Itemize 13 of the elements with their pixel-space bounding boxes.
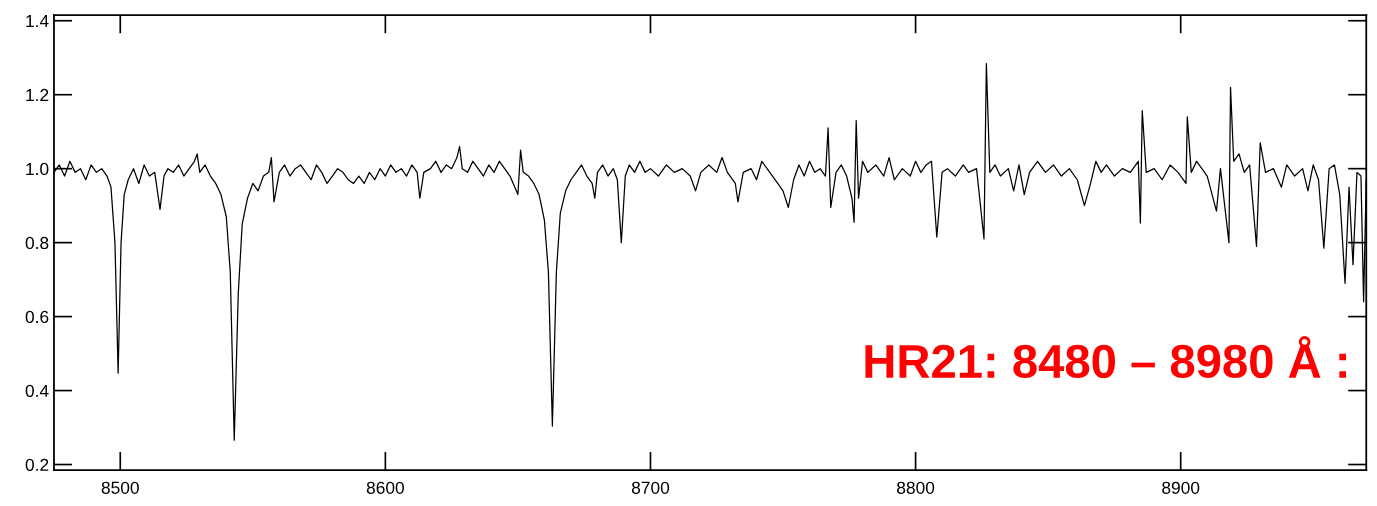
x-tick-label: 8800: [897, 481, 935, 494]
x-tick-label: 8700: [631, 481, 670, 494]
y-tick-label: 0.4: [25, 384, 49, 398]
x-tick-label: 8500: [101, 481, 139, 494]
y-tick-label: 0.8: [25, 236, 49, 250]
y-tick-label: 1.4: [26, 15, 49, 28]
y-tick-label: 1.2: [26, 88, 49, 101]
annotation: HR21: 8480 – 8980 Å :: [865, 335, 1347, 379]
y-tick-label: 0.2: [25, 458, 49, 471]
x-tick-label: 8900: [1162, 481, 1200, 494]
y-tick-label: 0.6: [25, 310, 49, 324]
x-tick-label: 8600: [366, 481, 404, 494]
y-tick-label: 1.0: [26, 162, 49, 176]
